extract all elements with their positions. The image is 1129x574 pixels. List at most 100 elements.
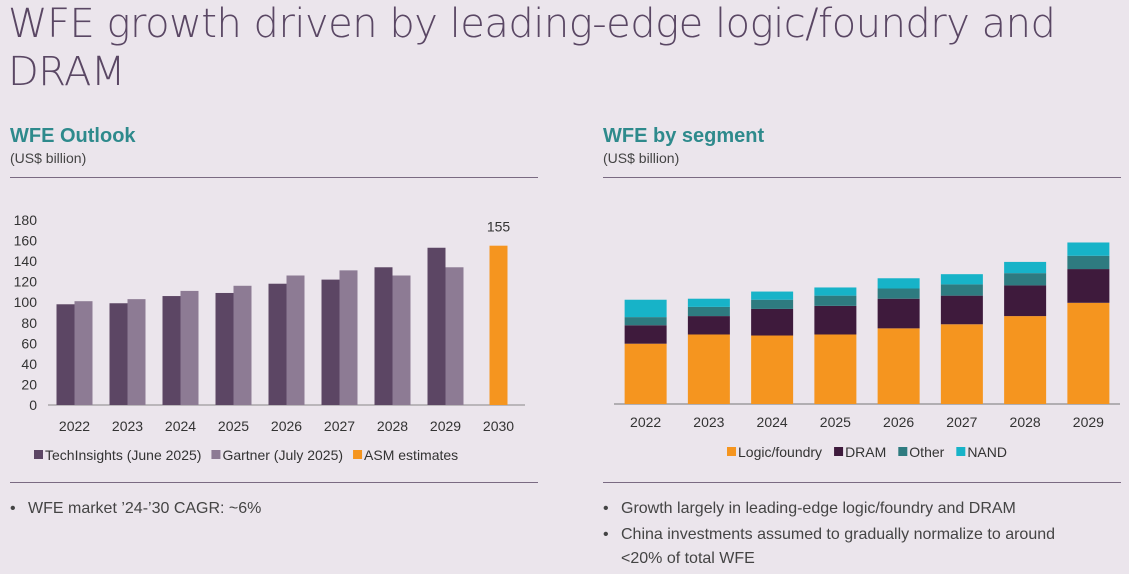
legend-label-logic: Logic/foundry <box>738 444 822 460</box>
y-tick-label: 180 <box>14 212 38 228</box>
right-bullet-2: • China investments assumed to gradually … <box>603 523 1091 571</box>
stack-nand-2028 <box>1004 261 1047 274</box>
stack-other-2029 <box>1067 255 1110 270</box>
stack-other-2025 <box>814 295 857 306</box>
legend-label-other: Other <box>909 444 944 460</box>
left-bullet-text: WFE market ’24-’30 CAGR: ~6% <box>28 500 262 517</box>
bar-techinsights-2023 <box>109 303 128 405</box>
stack-nand-2026 <box>877 278 920 289</box>
y-tick-label: 160 <box>14 233 38 249</box>
left-bullet: • WFE market ’24-’30 CAGR: ~6% <box>10 497 261 521</box>
stack-logic-2029 <box>1067 302 1110 404</box>
stack-nand-2029 <box>1067 242 1110 256</box>
y-tick-label: 100 <box>14 294 38 310</box>
y-tick-label: 0 <box>29 397 37 413</box>
stack-nand-2022 <box>624 299 667 318</box>
legend-label-techinsights: TechInsights (June 2025) <box>45 447 201 463</box>
x-tick-label: 2022 <box>630 414 661 430</box>
stack-other-2027 <box>940 284 983 296</box>
y-tick-label: 120 <box>14 274 38 290</box>
stack-logic-2025 <box>814 334 857 404</box>
right-bullet-1: • Growth largely in leading-edge logic/fo… <box>603 497 1016 521</box>
legend-swatch-gartner <box>211 450 221 459</box>
stack-dram-2025 <box>814 305 857 335</box>
bar-techinsights-2027 <box>321 279 340 405</box>
bar-techinsights-2026 <box>268 283 287 405</box>
right-bottom-rule <box>603 482 1121 483</box>
stack-dram-2027 <box>940 295 983 325</box>
legend-label-dram: DRAM <box>845 444 886 460</box>
page-title: WFE growth driven by leading-edge logic/… <box>8 1 1056 95</box>
x-tick-label: 2028 <box>377 418 408 434</box>
bar-techinsights-2025 <box>215 292 234 405</box>
right-chart-title: WFE by segment <box>603 125 765 147</box>
stack-logic-2024 <box>751 335 794 404</box>
stack-other-2026 <box>877 288 920 299</box>
stack-dram-2026 <box>877 298 920 329</box>
stack-other-2024 <box>751 299 794 309</box>
bar-gartner-2029 <box>445 267 464 405</box>
data-label-2030: 155 <box>487 219 511 235</box>
stack-logic-2023 <box>687 334 730 404</box>
right-top-rule <box>603 177 1121 178</box>
x-tick-label: 2026 <box>271 418 302 434</box>
stack-other-2022 <box>624 317 667 326</box>
bar-gartner-2025 <box>233 285 252 405</box>
legend-swatch-techinsights <box>34 450 43 459</box>
legend-label-asm: ASM estimates <box>364 447 458 463</box>
x-tick-label: 2030 <box>483 418 514 434</box>
stack-logic-2028 <box>1004 316 1047 404</box>
bar-techinsights-2029 <box>427 247 446 405</box>
x-tick-label: 2025 <box>218 418 249 434</box>
right-bullet-2-text: China investments assumed to gradually n… <box>621 526 1056 567</box>
bar-gartner-2027 <box>339 270 358 405</box>
x-tick-label: 2029 <box>1073 414 1104 430</box>
x-tick-label: 2024 <box>757 414 788 430</box>
stack-nand-2023 <box>687 298 730 307</box>
legend-label-gartner: Gartner (July 2025) <box>222 447 343 463</box>
stack-other-2023 <box>687 306 730 317</box>
bullet-dot-icon: • <box>603 500 609 517</box>
bar-techinsights-2028 <box>374 267 393 405</box>
stack-dram-2022 <box>624 325 667 344</box>
left-chart-title: WFE Outlook <box>10 125 136 147</box>
bullet-dot-icon: • <box>10 500 16 517</box>
stack-dram-2029 <box>1067 269 1110 303</box>
bar-gartner-2028 <box>392 275 411 405</box>
y-tick-label: 80 <box>21 315 37 331</box>
x-tick-label: 2029 <box>430 418 461 434</box>
stack-dram-2023 <box>687 316 730 335</box>
bar-gartner-2024 <box>180 290 199 405</box>
bar-techinsights-2024 <box>162 296 181 405</box>
bar-gartner-2026 <box>286 275 305 405</box>
right-chart-subtitle: (US$ billion) <box>603 150 680 166</box>
bar-gartner-2023 <box>127 299 146 405</box>
stack-other-2028 <box>1004 273 1047 286</box>
bullet-dot-icon: • <box>603 526 609 543</box>
x-tick-label: 2023 <box>693 414 724 430</box>
bar-asm-2030 <box>489 245 508 405</box>
y-tick-label: 60 <box>21 335 37 351</box>
x-tick-label: 2025 <box>820 414 851 430</box>
legend-swatch-logic <box>727 447 737 456</box>
stack-dram-2024 <box>751 308 794 336</box>
legend-swatch-asm <box>353 450 363 459</box>
left-bottom-rule <box>10 482 538 483</box>
x-tick-label: 2023 <box>112 418 143 434</box>
x-tick-label: 2027 <box>946 414 977 430</box>
y-tick-label: 140 <box>14 253 38 269</box>
legend-swatch-nand <box>956 447 966 456</box>
stack-logic-2022 <box>624 343 667 404</box>
y-tick-label: 40 <box>21 356 37 372</box>
stack-nand-2025 <box>814 287 857 296</box>
legend-swatch-dram <box>834 447 844 456</box>
stack-nand-2027 <box>940 274 983 285</box>
left-chart-subtitle: (US$ billion) <box>10 150 87 166</box>
x-tick-label: 2027 <box>324 418 355 434</box>
stack-logic-2026 <box>877 328 920 404</box>
x-tick-label: 2022 <box>59 418 90 434</box>
stack-logic-2027 <box>940 324 983 404</box>
legend-swatch-other <box>898 447 908 456</box>
bar-techinsights-2022 <box>56 304 75 405</box>
